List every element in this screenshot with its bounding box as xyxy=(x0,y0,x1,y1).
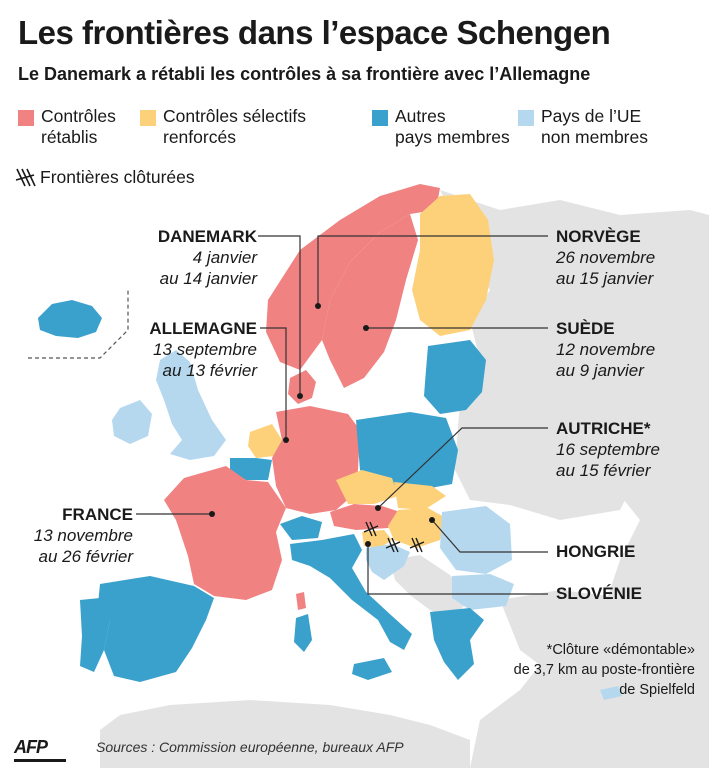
label-autriche-name: AUTRICHE* xyxy=(556,419,651,438)
afp-logo-underline xyxy=(14,759,66,762)
dot-autriche xyxy=(375,505,381,511)
leader-line-hongrie xyxy=(431,519,548,553)
dot-danemark xyxy=(297,393,303,399)
dot-suede xyxy=(363,325,369,331)
country-bulgaria xyxy=(452,574,514,610)
label-autriche: AUTRICHE* 16 septembre au 15 février xyxy=(556,418,660,481)
country-greece xyxy=(430,608,484,680)
legend-item-fence: Frontières clôturées xyxy=(14,166,195,188)
label-slovenie-name: SLOVÉNIE xyxy=(556,584,642,603)
dot-hongrie xyxy=(429,517,435,523)
leader-line-norvege xyxy=(317,235,548,306)
dot-france xyxy=(209,511,215,517)
fence-icon xyxy=(15,168,36,187)
afp-logo: AFP xyxy=(14,737,48,757)
legend-swatch-member xyxy=(372,110,388,126)
country-netherlands xyxy=(248,424,282,458)
country-united-kingdom xyxy=(156,350,226,460)
page-subtitle: Le Danemark a rétabli les contrôles à sa… xyxy=(18,64,591,84)
label-hongrie: HONGRIE xyxy=(556,541,635,562)
country-ireland xyxy=(112,400,152,444)
country-denmark xyxy=(288,370,316,404)
label-france-name: FRANCE xyxy=(62,505,133,524)
label-allemagne: ALLEMAGNE 13 septembre au 13 février xyxy=(149,318,257,381)
label-allemagne-name: ALLEMAGNE xyxy=(149,319,257,338)
fence-markers xyxy=(363,521,425,553)
legend-label-member: Autres pays membres xyxy=(395,106,510,147)
footnote: *Clôture «démontable» de 3,7 km au poste… xyxy=(513,642,695,698)
legend-item-restored: Contrôles rétablis xyxy=(18,106,116,148)
label-slovenie: SLOVÉNIE xyxy=(556,583,642,604)
label-autriche-dates: 16 septembre au 15 février xyxy=(556,440,660,480)
leader-lines xyxy=(136,235,548,595)
label-norvege-dates: 26 novembre au 15 janvier xyxy=(556,248,656,288)
legend-label-fence: Frontières clôturées xyxy=(40,166,195,187)
dot-slovenie xyxy=(365,541,371,547)
country-romania xyxy=(440,506,512,574)
leader-line-autriche xyxy=(377,427,548,509)
country-iceland xyxy=(38,300,102,338)
legend-item-eu-non-member: Pays de l’UE non membres xyxy=(518,106,648,148)
country-sweden xyxy=(322,214,418,388)
country-italy xyxy=(290,534,412,650)
country-slovakia xyxy=(394,482,446,510)
fence-marker-hungary-croatia xyxy=(385,537,401,553)
legend-swatch-eu-non-member xyxy=(518,110,534,126)
fence-marker-hungary-serbia xyxy=(409,537,425,553)
land-turkey xyxy=(500,590,709,690)
page-title: Les frontières dans l’espace Schengen xyxy=(18,14,611,51)
country-sardinia xyxy=(294,614,312,652)
label-france-dates: 13 novembre au 26 février xyxy=(33,526,133,566)
legend-swatch-selective xyxy=(140,110,156,126)
label-suede-name: SUÈDE xyxy=(556,319,615,338)
label-norvege: NORVÈGE 26 novembre au 15 janvier xyxy=(556,226,655,289)
country-sicily xyxy=(352,658,392,680)
land-ukraine-belarus xyxy=(455,395,640,520)
country-norway xyxy=(266,184,440,370)
dot-allemagne xyxy=(283,437,289,443)
sources-text: Sources : Commission européenne, bureaux… xyxy=(96,739,404,755)
leader-line-danemark xyxy=(258,235,301,396)
leader-line-slovenie xyxy=(367,544,548,595)
country-baltics xyxy=(424,340,486,414)
label-france: FRANCE 13 novembre au 26 février xyxy=(34,504,133,567)
country-poland xyxy=(356,412,458,490)
legend-label-restored: Contrôles rétablis xyxy=(41,106,116,147)
country-spain xyxy=(98,576,214,682)
country-france xyxy=(164,466,286,600)
dot-norvege xyxy=(315,303,321,309)
legend-item-member: Autres pays membres xyxy=(372,106,510,148)
leader-line-allemagne xyxy=(260,327,287,440)
label-hongrie-name: HONGRIE xyxy=(556,542,636,561)
country-finland xyxy=(412,194,494,336)
label-danemark: DANEMARK 4 janvier au 14 janvier xyxy=(158,226,257,289)
country-belgium xyxy=(230,458,272,480)
country-austria xyxy=(330,504,400,530)
label-allemagne-dates: 13 septembre au 13 février xyxy=(153,340,257,380)
country-germany xyxy=(272,406,360,514)
label-danemark-name: DANEMARK xyxy=(157,227,257,246)
country-corsica xyxy=(296,592,306,610)
label-norvege-name: NORVÈGE xyxy=(556,227,641,246)
country-switzerland xyxy=(280,516,322,540)
label-suede-dates: 12 novembre au 9 janvier xyxy=(556,340,656,380)
land-africa xyxy=(100,700,470,768)
land-balkans xyxy=(390,555,470,620)
fence-marker-austria-slovenia xyxy=(363,521,379,537)
legend-item-selective: Contrôles sélectifs renforcés xyxy=(140,106,306,148)
label-suede: SUÈDE 12 novembre au 9 janvier xyxy=(556,318,655,381)
legend-label-eu-non-member: Pays de l’UE non membres xyxy=(541,106,648,147)
country-portugal xyxy=(80,598,110,672)
inset-divider xyxy=(28,288,129,359)
country-croatia xyxy=(366,544,410,580)
legend-label-selective: Contrôles sélectifs renforcés xyxy=(163,106,306,147)
country-cyprus xyxy=(600,686,622,700)
label-danemark-dates: 4 janvier au 14 janvier xyxy=(159,248,257,288)
country-czech-republic xyxy=(336,470,398,504)
legend-swatch-restored xyxy=(18,110,34,126)
leader-dots xyxy=(209,303,435,547)
